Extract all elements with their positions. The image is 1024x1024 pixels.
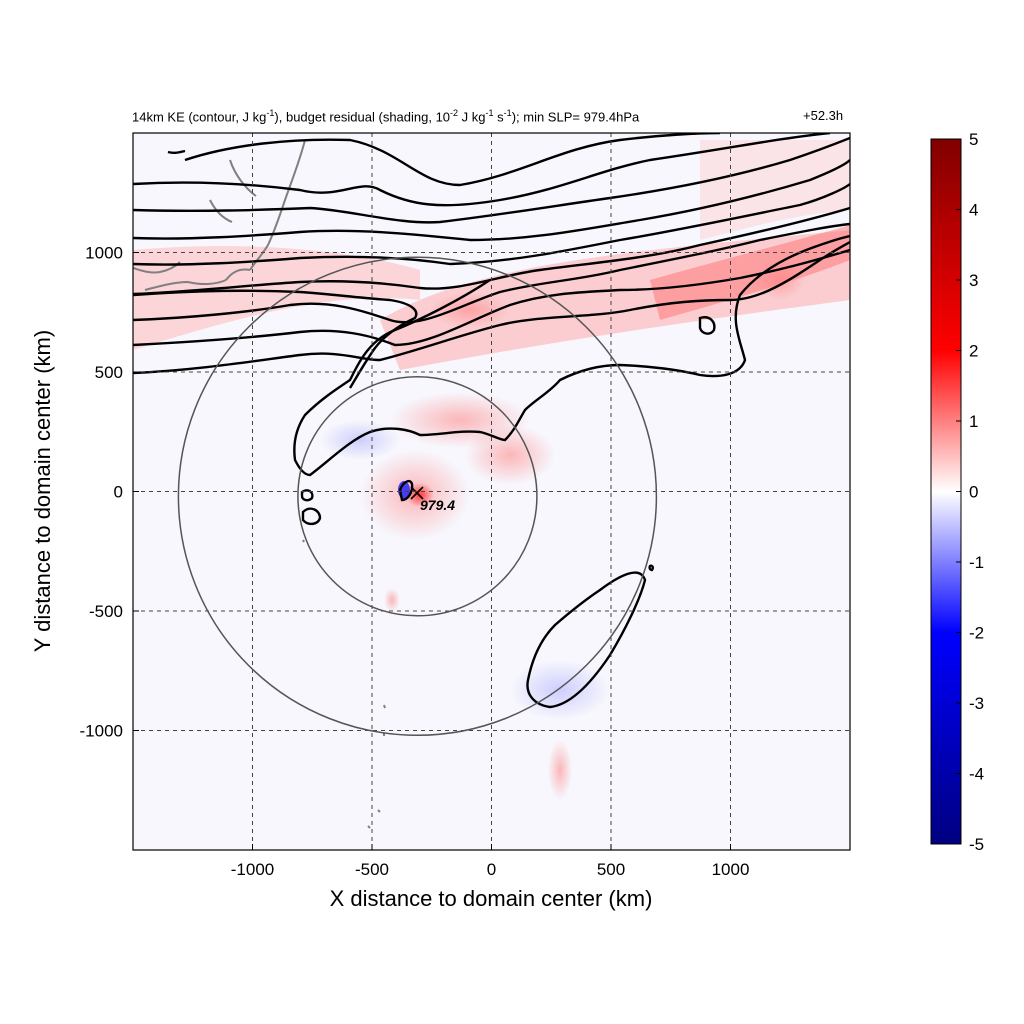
ke-contour-8 (133, 222, 850, 324)
shading-n-red-spot (430, 292, 510, 328)
min-slp-label: 979.4 (420, 497, 455, 513)
ke-contour-5 (133, 159, 850, 242)
ke-contour-3 (133, 133, 831, 207)
shading-front-red-2 (465, 425, 555, 485)
forecast-time-label: +52.3h (803, 108, 844, 123)
ke-contour-ring (698, 316, 716, 335)
y-axis-label: Y distance to domain center (km) (30, 330, 55, 652)
shading-west-red (384, 588, 400, 612)
colorbar-tick-label: 5 (969, 130, 978, 149)
colorbar-tick-label: 4 (969, 201, 978, 220)
colorbar-ticks: 5 4 3 2 1 0 -1 -2 -3 -4 -5 (956, 130, 984, 854)
shading-center-blue (320, 420, 400, 460)
colorbar-tick-label: -4 (969, 765, 984, 784)
ke-contour-1 (167, 149, 186, 155)
colorbar-tick-label: -2 (969, 624, 984, 643)
ke-contour-6 (133, 183, 850, 266)
ke-contour-4 (133, 136, 850, 224)
range-circles (177, 256, 658, 737)
colorbar-tick-label: 0 (969, 483, 978, 502)
colorbar-tick-label: 3 (969, 271, 978, 290)
coastline-islands (302, 539, 386, 829)
ke-contour-storm-core (398, 479, 414, 502)
coastline-japan (144, 139, 306, 291)
ke-contour-2 (184, 133, 721, 187)
ke-contour-9 (133, 248, 850, 347)
shading-south-red (548, 740, 572, 800)
ke-contour-10 (133, 240, 850, 375)
ke-contour-west-loop (133, 289, 418, 389)
y-tick-label: -1000 (80, 722, 123, 741)
ke-contours (133, 133, 850, 709)
x-tick-label: 500 (597, 860, 625, 879)
range-circle (177, 256, 658, 737)
shading-nw-band (133, 246, 420, 350)
x-tick-label: 0 (487, 860, 496, 879)
x-tick-label: 1000 (712, 860, 750, 879)
colorbar-tick-label: -5 (969, 835, 984, 854)
y-tick-label: 500 (95, 363, 123, 382)
ke-contour-south-dot (648, 564, 655, 572)
ke-contour-small-2 (301, 507, 322, 526)
y-tick-label: 0 (114, 483, 123, 502)
colorbar-tick-label: 2 (969, 342, 978, 361)
x-axis-label: X distance to domain center (km) (330, 886, 653, 911)
shading-north-band (380, 230, 850, 370)
ke-contour-front (293, 234, 850, 477)
y-axis-ticks: -1000 -500 0 500 1000 (80, 244, 139, 741)
shading-ne-strip (650, 225, 850, 320)
y-tick-label: -500 (89, 602, 123, 621)
ke-contour-small-1 (300, 489, 314, 502)
colorbar-tick-label: 1 (969, 412, 978, 431)
shading-south-blue (510, 660, 610, 720)
ke-contour-south-blob (526, 571, 647, 709)
shading-layer: 979.4 (133, 133, 850, 829)
y-tick-label: 1000 (85, 244, 123, 263)
range-circle (297, 376, 538, 617)
x-axis-ticks: -1000 -500 0 500 1000 (231, 844, 750, 879)
chart-title: 14km KE (contour, J kg-1), budget residu… (132, 108, 640, 125)
colorbar-tick-label: -3 (969, 694, 984, 713)
x-tick-label: -500 (355, 860, 389, 879)
colorbar-tick-label: -1 (969, 553, 984, 572)
x-tick-label: -1000 (231, 860, 274, 879)
storm-center-marker (410, 486, 424, 500)
